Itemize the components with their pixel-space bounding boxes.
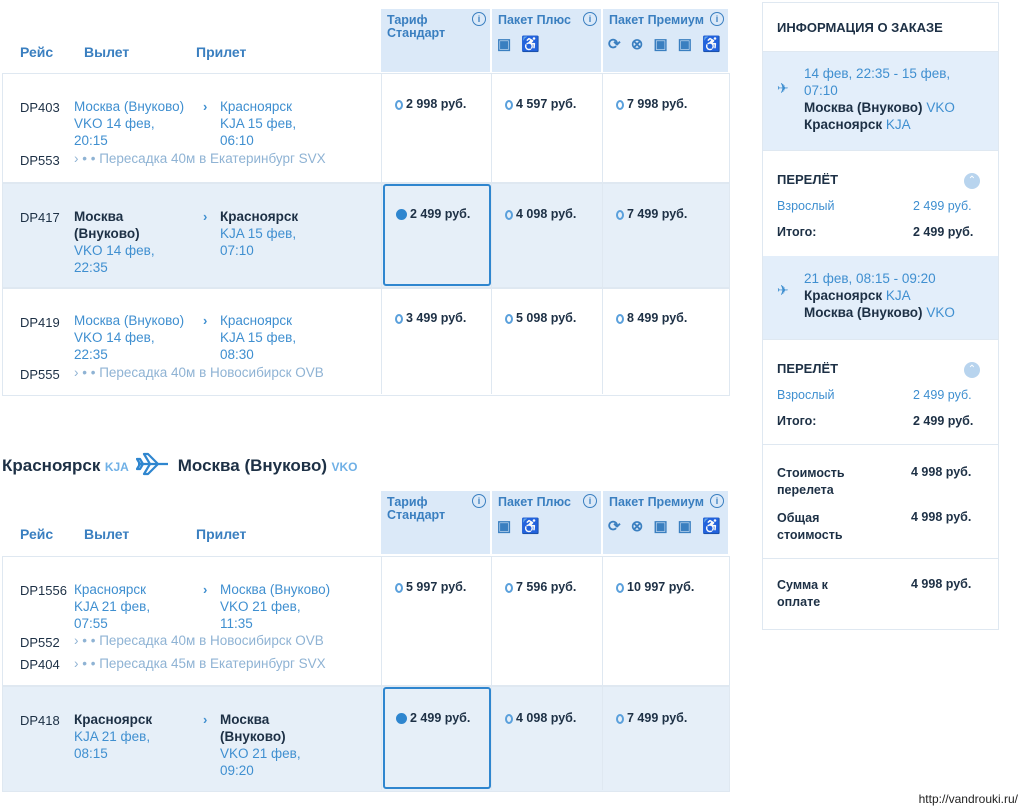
flight-number: DP418 (20, 713, 60, 728)
col-header-departure: Вылет (84, 44, 130, 60)
return-route-heading: Красноярск KJA Москва (Внуково) VKO (2, 452, 358, 481)
order-info-panel: ИНФОРМАЦИЯ О ЗАКАЗЕ ✈ 14 фев, 22:35 - 15… (762, 2, 999, 630)
collapse-icon[interactable]: ⌃ (964, 173, 980, 189)
price-option-selected[interactable]: 2 499 руб. (396, 711, 470, 725)
flight-number: DP1556 (20, 583, 67, 598)
price-option[interactable]: 4 098 руб. (505, 711, 576, 725)
watermark-text: http://vandrouki.ru/ (918, 792, 1018, 806)
price-option[interactable]: 2 998 руб. (395, 97, 466, 111)
leg-summary-return: ✈ 21 фев, 08:15 - 09:20 Красноярск KJA М… (763, 256, 998, 339)
info-icon[interactable]: i (472, 12, 486, 26)
price-option[interactable]: 7 998 руб. (616, 97, 687, 111)
tariff-header-premium[interactable]: Пакет Премиум i ⟳ ⊗ ▣ ▣ ♿ (603, 9, 728, 72)
departure-info: Москва (Внуково) VKO 14 фев, 22:35 (74, 313, 185, 362)
transfer-info: › • • Пересадка 40м в Новосибирск OVB (74, 633, 324, 648)
flight-number: DP552 (20, 635, 60, 650)
baggage-icon: ▣ ♿ (497, 518, 544, 535)
price-option[interactable]: 7 499 руб. (616, 711, 687, 725)
col-header-departure: Вылет (84, 526, 130, 542)
flight-number: DP555 (20, 367, 60, 382)
price-option[interactable]: 7 499 руб. (616, 207, 687, 221)
cost-summary: Стоимость перелета 4 998 руб. Общая стоимо… (777, 465, 972, 542)
departure-info: Красноярск KJA 21 фев, 07:55 (74, 582, 151, 631)
flight-number: DP553 (20, 153, 60, 168)
price-option[interactable]: 4 098 руб. (505, 207, 576, 221)
exchange-icon: ⟳ ⊗ ▣ ▣ ♿ (608, 36, 724, 53)
arrival-info: Москва (Внуково) VKO 21 фев, 09:20 (220, 712, 301, 778)
transfer-info: › • • Пересадка 45м в Екатеринбург SVX (74, 656, 326, 671)
flight-row[interactable] (2, 183, 730, 288)
flight-number: DP403 (20, 100, 60, 115)
price-option[interactable]: 8 499 руб. (616, 311, 687, 325)
leg-summary-outbound: ✈ 14 фев, 22:35 - 15 фев, 07:10 Москва (… (763, 52, 998, 150)
info-icon[interactable]: i (583, 494, 597, 508)
flight-row[interactable] (2, 556, 730, 686)
arrival-info: Красноярск KJA 15 фев, 06:10 (220, 99, 297, 148)
chevron-right-icon: › (203, 582, 208, 597)
exchange-icon: ⟳ ⊗ ▣ ▣ ♿ (608, 518, 724, 535)
arrival-info: Красноярск KJA 15 фев, 07:10 (220, 209, 299, 258)
departure-info: Москва (Внуково) VKO 14 фев, 22:35 (74, 209, 155, 275)
col-header-arrival: Прилет (196, 44, 247, 60)
info-icon[interactable]: i (472, 494, 486, 508)
price-option[interactable]: 10 997 руб. (616, 580, 694, 594)
order-info-title: ИНФОРМАЦИЯ О ЗАКАЗЕ (777, 20, 943, 35)
info-icon[interactable]: i (710, 494, 724, 508)
price-option[interactable]: 4 597 руб. (505, 97, 576, 111)
price-option[interactable]: 3 499 руб. (395, 311, 466, 325)
col-header-flight: Рейс (20, 44, 54, 60)
chevron-right-icon: › (203, 209, 208, 224)
price-option[interactable]: 7 596 руб. (505, 580, 576, 594)
flight-number: DP417 (20, 210, 60, 225)
plane-icon (136, 452, 170, 481)
chevron-right-icon: › (203, 313, 208, 328)
departure-info: Москва (Внуково) VKO 14 фев, 20:15 (74, 99, 185, 148)
transfer-info: › • • Пересадка 40м в Екатеринбург SVX (74, 151, 326, 166)
selected-fare-frame[interactable] (383, 184, 491, 286)
tariff-header-premium[interactable]: Пакет Премиум i ⟳ ⊗ ▣ ▣ ♿ (603, 491, 728, 554)
chevron-right-icon: › (203, 99, 208, 114)
flight-row[interactable] (2, 686, 730, 792)
arrival-info: Москва (Внуково) VKO 21 фев, 11:35 (220, 582, 331, 631)
selected-fare-frame[interactable] (383, 687, 491, 789)
tariff-header-standard[interactable]: Тариф Стандарт i (381, 9, 490, 72)
price-option[interactable]: 5 997 руб. (395, 580, 466, 594)
flight-number: DP419 (20, 315, 60, 330)
tariff-header-standard[interactable]: Тариф Стандарт i (381, 491, 490, 554)
info-icon[interactable]: i (583, 12, 597, 26)
col-header-arrival: Прилет (196, 526, 247, 542)
col-header-flight: Рейс (20, 526, 54, 542)
flight-row[interactable] (2, 73, 730, 183)
price-option[interactable]: 5 098 руб. (505, 311, 576, 325)
payment-summary: Сумма к оплате 4 998 руб. (777, 577, 972, 609)
arrival-info: Красноярск KJA 15 фев, 08:30 (220, 313, 297, 362)
transfer-info: › • • Пересадка 40м в Новосибирск OVB (74, 365, 324, 380)
chevron-right-icon: › (203, 712, 208, 727)
tariff-header-plus[interactable]: Пакет Плюс i ▣ ♿ (492, 491, 601, 554)
baggage-icon: ▣ ♿ (497, 36, 544, 53)
flight-price-section: ПЕРЕЛЁТ ⌃ Взрослый 2 499 руб. Итого: 2 4… (763, 340, 998, 444)
collapse-icon[interactable]: ⌃ (964, 362, 980, 378)
departure-info: Красноярск KJA 21 фев, 08:15 (74, 712, 153, 761)
flight-row[interactable] (2, 288, 730, 396)
plane-icon: ✈ (777, 282, 789, 298)
tariff-header-plus[interactable]: Пакет Плюс i ▣ ♿ (492, 9, 601, 72)
plane-icon: ✈ (777, 80, 789, 96)
flight-number: DP404 (20, 657, 60, 672)
price-option-selected[interactable]: 2 499 руб. (396, 207, 470, 221)
info-icon[interactable]: i (710, 12, 724, 26)
flight-price-section: ПЕРЕЛЁТ ⌃ Взрослый 2 499 руб. Итого: 2 4… (763, 151, 998, 255)
